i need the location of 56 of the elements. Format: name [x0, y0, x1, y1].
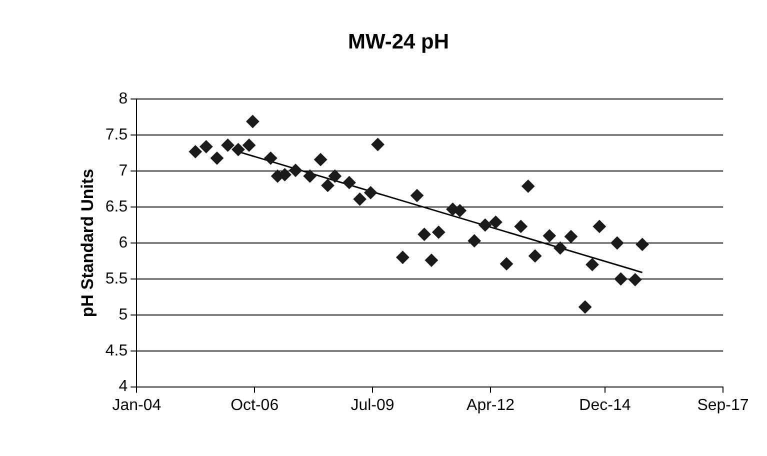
point	[232, 143, 245, 156]
point	[246, 114, 260, 128]
y-tick-label: 4.5	[105, 342, 128, 360]
point	[396, 250, 410, 264]
point	[528, 249, 542, 262]
x-tick-label: Jan-04	[112, 396, 162, 414]
y-tick-label: 5	[118, 306, 128, 324]
point	[592, 220, 606, 233]
point	[210, 152, 224, 165]
point	[478, 218, 492, 232]
point	[468, 234, 481, 248]
y-axis-title: pH Standard Units	[78, 168, 97, 318]
point	[424, 254, 438, 267]
point	[489, 216, 502, 229]
point	[418, 228, 431, 241]
point	[321, 178, 334, 192]
point	[242, 138, 256, 152]
x-tick-label: Oct-06	[230, 396, 279, 414]
point	[314, 153, 328, 166]
x-tick-label: Sep-17	[697, 396, 749, 414]
point	[264, 152, 278, 165]
point	[328, 170, 342, 183]
point	[303, 170, 316, 183]
point	[514, 220, 528, 233]
point	[371, 138, 384, 151]
point	[554, 242, 567, 255]
chart-title: MW-24 pH	[348, 30, 450, 54]
point	[522, 180, 535, 193]
point	[353, 192, 366, 206]
point	[500, 257, 514, 270]
point	[542, 229, 556, 242]
point	[614, 272, 628, 286]
point	[289, 164, 302, 177]
point	[564, 230, 578, 244]
x-tick-label: Apr-12	[466, 396, 515, 414]
y-tick-label: 7.5	[105, 126, 128, 144]
y-tick-label: 6	[118, 234, 128, 252]
x-tick-label: Jul-09	[350, 396, 394, 414]
point	[586, 258, 599, 272]
point	[432, 226, 446, 239]
x-tick-label: Dec-14	[579, 396, 631, 414]
y-tick-label: 4	[118, 378, 128, 396]
point	[200, 140, 213, 154]
point	[342, 176, 356, 190]
y-tick-label: 7	[118, 162, 128, 180]
point	[578, 300, 592, 314]
point	[636, 238, 649, 251]
point	[221, 138, 234, 152]
y-tick-label: 8	[118, 90, 128, 108]
point	[610, 236, 624, 250]
y-tick-label: 5.5	[105, 270, 128, 288]
point	[628, 273, 642, 286]
point	[364, 186, 378, 200]
point	[188, 145, 202, 158]
point	[410, 189, 424, 202]
y-tick-label: 6.5	[105, 198, 128, 216]
